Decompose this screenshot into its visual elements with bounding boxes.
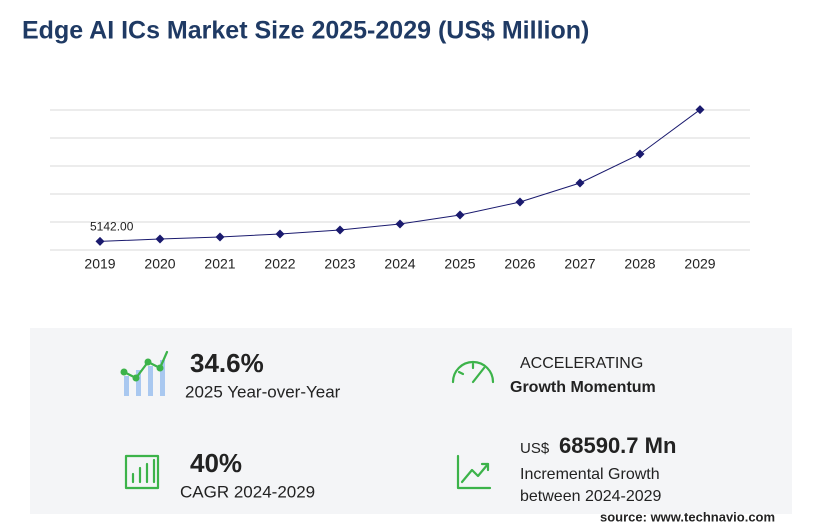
point xyxy=(95,236,105,246)
x-tick-label: 2027 xyxy=(564,256,595,272)
icon-incremental xyxy=(456,454,492,490)
stat-label: Growth Momentum xyxy=(510,379,656,396)
icon-gauge xyxy=(451,360,495,384)
point xyxy=(455,210,465,220)
icon-yoy xyxy=(120,350,169,396)
point xyxy=(695,105,705,115)
x-tick-label: 2023 xyxy=(324,256,355,272)
point xyxy=(335,225,345,235)
x-tick-label: 2019 xyxy=(84,256,115,272)
x-tick-label: 2029 xyxy=(684,256,715,272)
point xyxy=(635,149,645,159)
stat-value: 68590.7 Mn xyxy=(559,433,676,458)
point xyxy=(395,219,405,229)
source: source: www.technavio.com xyxy=(600,509,775,524)
point xyxy=(215,232,225,242)
stat-label: between 2024-2029 xyxy=(520,488,662,505)
point xyxy=(155,234,165,244)
x-tick-label: 2020 xyxy=(144,256,175,272)
x-tick-label: 2022 xyxy=(264,256,295,272)
stats-panel xyxy=(30,328,792,514)
x-tick-label: 2028 xyxy=(624,256,655,272)
stat-value: 34.6% xyxy=(190,348,264,378)
stat-value: ACCELERATING xyxy=(520,355,643,372)
x-tick-label: 2026 xyxy=(504,256,535,272)
point xyxy=(275,229,285,239)
chart-title: Edge AI ICs Market Size 2025-2029 (US$ M… xyxy=(22,17,589,45)
point xyxy=(515,197,525,207)
data-label: 5142.00 xyxy=(90,220,134,234)
x-tick-label: 2024 xyxy=(384,256,415,272)
stat-value: 40% xyxy=(190,448,242,478)
point xyxy=(575,178,585,188)
x-tick-label: 2021 xyxy=(204,256,235,272)
icon-cagr xyxy=(124,454,160,490)
stat-label: CAGR 2024-2029 xyxy=(180,482,315,501)
stat-prefix: US$ xyxy=(520,440,550,457)
x-tick-label: 2025 xyxy=(444,256,475,272)
stat-label: Incremental Growth xyxy=(520,466,660,483)
stat-label: 2025 Year-over-Year xyxy=(185,382,341,401)
